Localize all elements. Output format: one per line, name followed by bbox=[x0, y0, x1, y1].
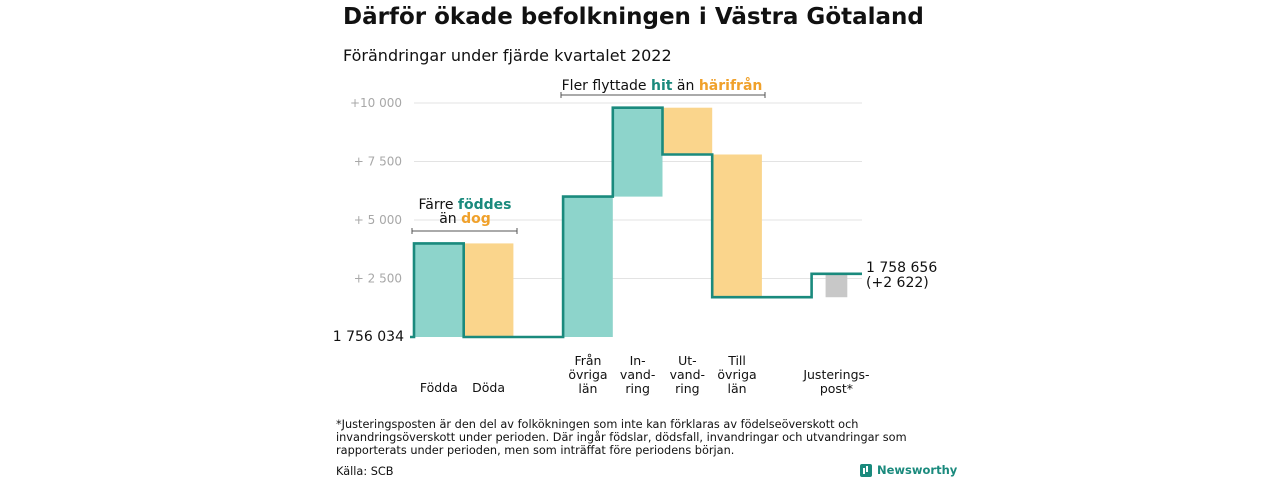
bar-Döda bbox=[463, 243, 514, 337]
baseline-label: 1 756 034 bbox=[333, 329, 404, 345]
footnote: *Justeringsposten är den del av folkökni… bbox=[336, 418, 907, 457]
x-label: In-vand-ring bbox=[620, 353, 655, 396]
bar-Födda bbox=[414, 243, 464, 337]
annotation-births-deaths: än dog bbox=[439, 211, 491, 227]
step-line bbox=[410, 106, 862, 339]
bar-Justerings-post* bbox=[825, 273, 848, 298]
end-value-label: 1 758 656 bbox=[866, 260, 937, 276]
x-label: Födda bbox=[420, 380, 458, 395]
y-tick-label: +10 000 bbox=[350, 96, 402, 110]
chart-subtitle: Förändringar under fjärde kvartalet 2022 bbox=[343, 46, 672, 65]
y-tick-label: + 2 500 bbox=[354, 272, 402, 286]
newsworthy-icon bbox=[860, 463, 872, 477]
x-label: Från övriga län bbox=[568, 353, 607, 396]
annotation-births-deaths: Färre föddes bbox=[419, 197, 512, 213]
x-label: Döda bbox=[472, 380, 505, 395]
bar-Ut-vand-ring bbox=[662, 107, 713, 155]
x-label: Ut-vand-ring bbox=[670, 353, 705, 396]
bar-Frånövrigalän bbox=[563, 196, 613, 337]
annotation-migration: Fler flyttade hit än härifrån bbox=[562, 77, 763, 94]
chart-title: Därför ökade befolkningen i Västra Götal… bbox=[343, 4, 924, 30]
brand-name: Newsworthy bbox=[877, 463, 958, 477]
bar-In-vand-ring bbox=[612, 107, 663, 197]
y-tick-label: + 7 500 bbox=[354, 155, 402, 169]
x-label: Justerings-post* bbox=[802, 367, 869, 396]
y-tick-label: + 5 000 bbox=[354, 213, 402, 227]
source-label: Källa: SCB bbox=[336, 465, 394, 478]
end-value-label: (+2 622) bbox=[866, 275, 929, 291]
bar-Tillövrigalän bbox=[712, 154, 762, 298]
x-label: Till övriga län bbox=[717, 353, 756, 396]
brand-logo: Newsworthy bbox=[860, 463, 957, 477]
waterfall-chart: + 2 500 + 5 000 + 7 500 +10 000 Födda Döda Frå… bbox=[333, 77, 938, 396]
